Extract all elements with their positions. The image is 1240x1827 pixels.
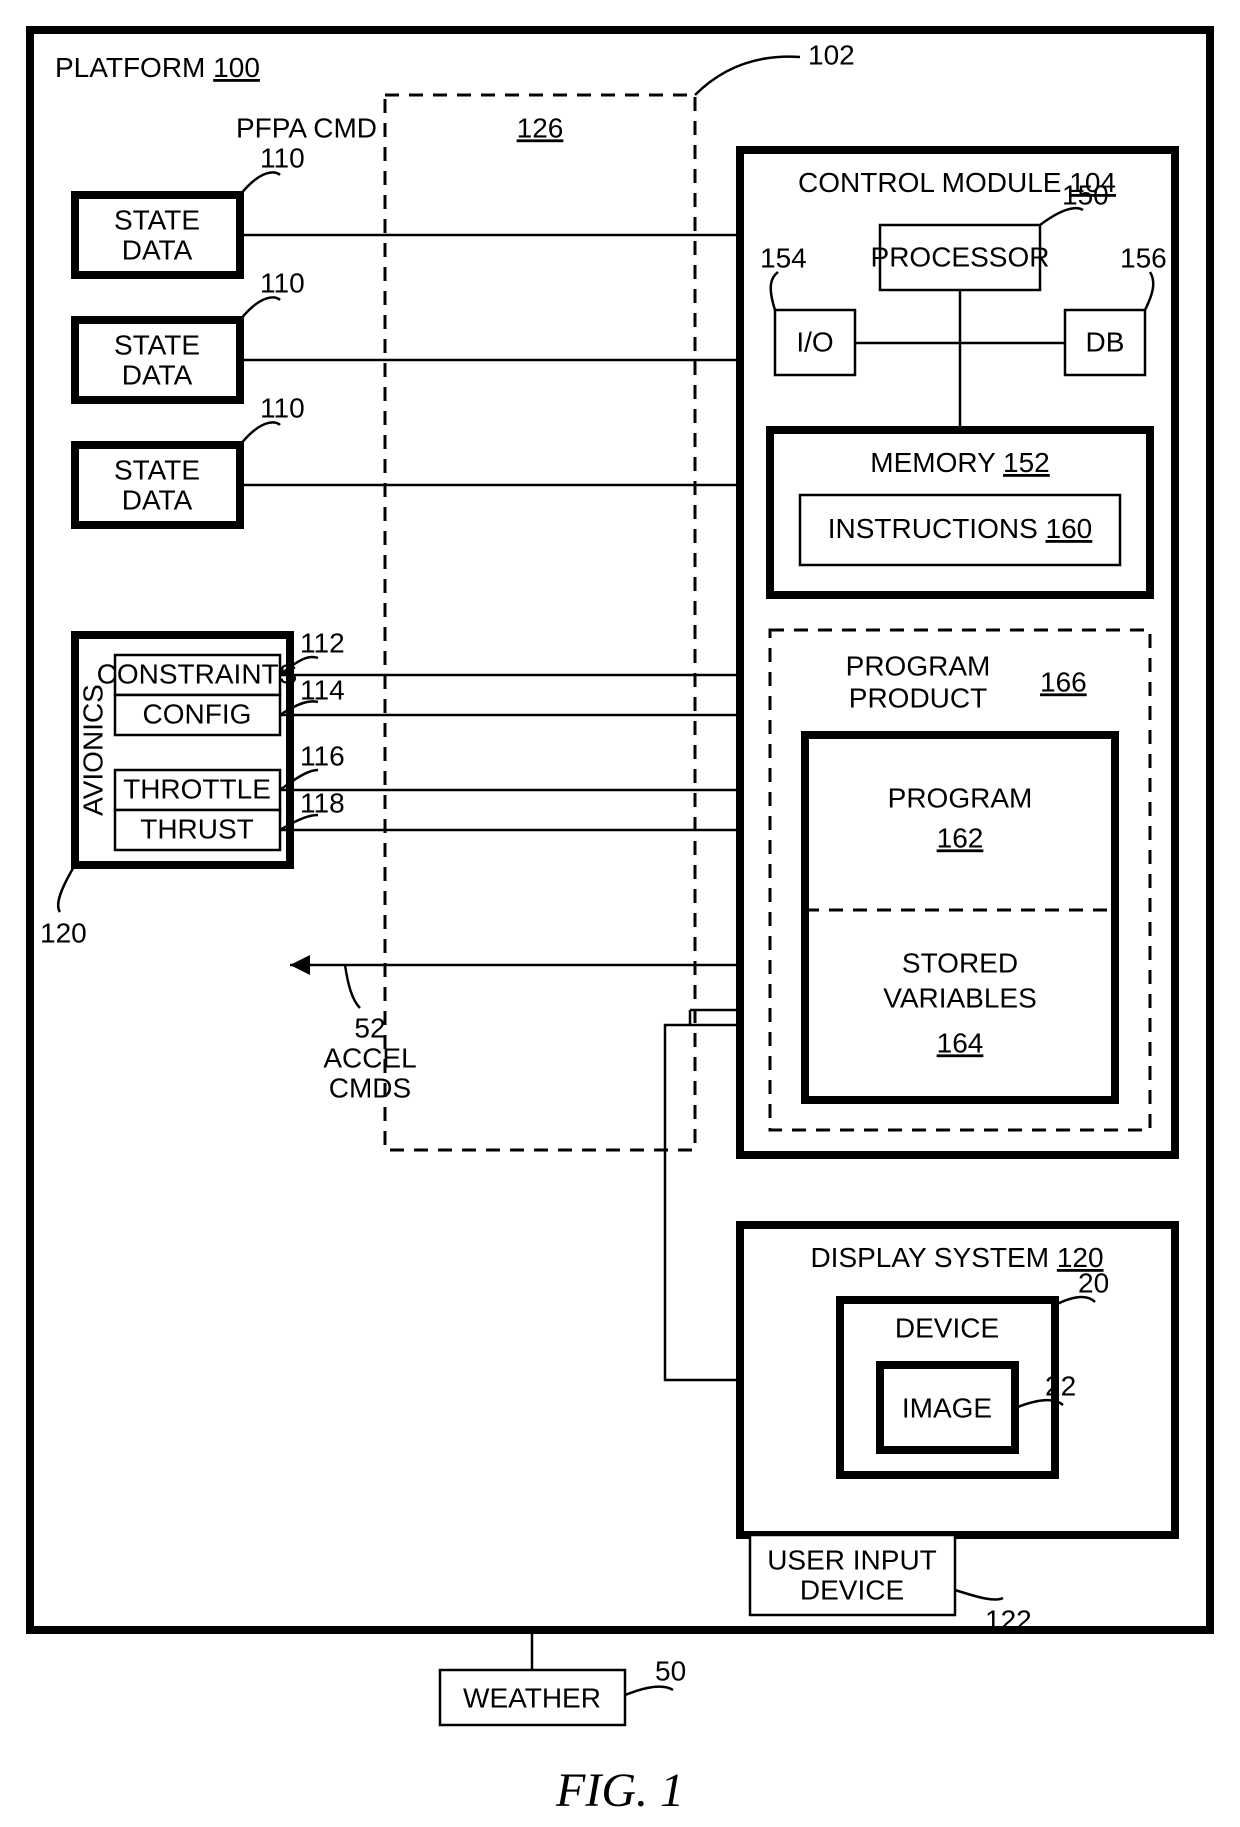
ref110-2: 110 [260,267,305,298]
state-data-1-l2: DATA [122,234,193,265]
accel-l1: ACCEL [323,1042,416,1073]
device-label: DEVICE [895,1312,999,1343]
state-data-2-l2: DATA [122,359,193,390]
pp-line2: PRODUCT [849,682,987,713]
sv-line2: VARIABLES [883,982,1037,1013]
display-system-label: DISPLAY SYSTEM 120 [810,1242,1103,1273]
diagram-root: PLATFORM 100 PFPA CMD 126 102 STATE DATA… [0,0,1240,1827]
program-label: PROGRAM [888,782,1033,813]
instructions-label: INSTRUCTIONS 160 [828,513,1093,544]
ref118: 118 [300,787,345,818]
avionics-label: AVIONICS [77,684,108,816]
state-data-3-l2: DATA [122,484,193,515]
sv-line1: STORED [902,947,1018,978]
pp-line1: PROGRAM [846,650,991,681]
state-data-2-l1: STATE [114,329,200,360]
constraints-label: CONSTRAINTS [97,658,298,689]
ref114: 114 [300,674,345,705]
pp-ref: 166 [1040,666,1087,697]
ref-102: 102 [808,39,855,70]
throttle-label: THROTTLE [123,773,271,804]
db-label: DB [1086,326,1125,357]
program-ref: 162 [937,822,984,853]
ref112: 112 [300,627,345,658]
ref120a: 120 [40,917,87,948]
memory-label: MEMORY 152 [870,447,1050,478]
config-label: CONFIG [143,698,252,729]
ref122: 122 [985,1604,1032,1635]
pfpa-cmd-label: PFPA CMD [236,112,377,143]
ref154: 154 [760,242,807,273]
figure-label: FIG. 1 [555,1764,684,1817]
image-label: IMAGE [902,1392,992,1423]
platform-label: PLATFORM 100 [55,52,260,83]
ref110-1: 110 [260,142,305,173]
thrust-label: THRUST [140,813,254,844]
ui-line1: USER INPUT [767,1544,937,1575]
pfpa-cmd-ref: 126 [517,112,564,143]
sv-ref: 164 [937,1027,984,1058]
state-data-3-l1: STATE [114,454,200,485]
state-data-1-l1: STATE [114,204,200,235]
ui-line2: DEVICE [800,1574,904,1605]
ref116: 116 [300,740,345,771]
ref20: 20 [1078,1267,1109,1298]
ref52-num: 52 [354,1012,385,1043]
ref110-3: 110 [260,392,305,423]
ref22: 22 [1045,1370,1076,1401]
accel-l2: CMDS [329,1072,411,1103]
io-label: I/O [796,326,833,357]
weather-label: WEATHER [463,1682,601,1713]
ref150: 150 [1062,179,1109,210]
ref50: 50 [655,1655,686,1686]
ref156: 156 [1120,242,1167,273]
leader-50 [625,1687,673,1695]
processor-label: PROCESSOR [871,241,1050,272]
